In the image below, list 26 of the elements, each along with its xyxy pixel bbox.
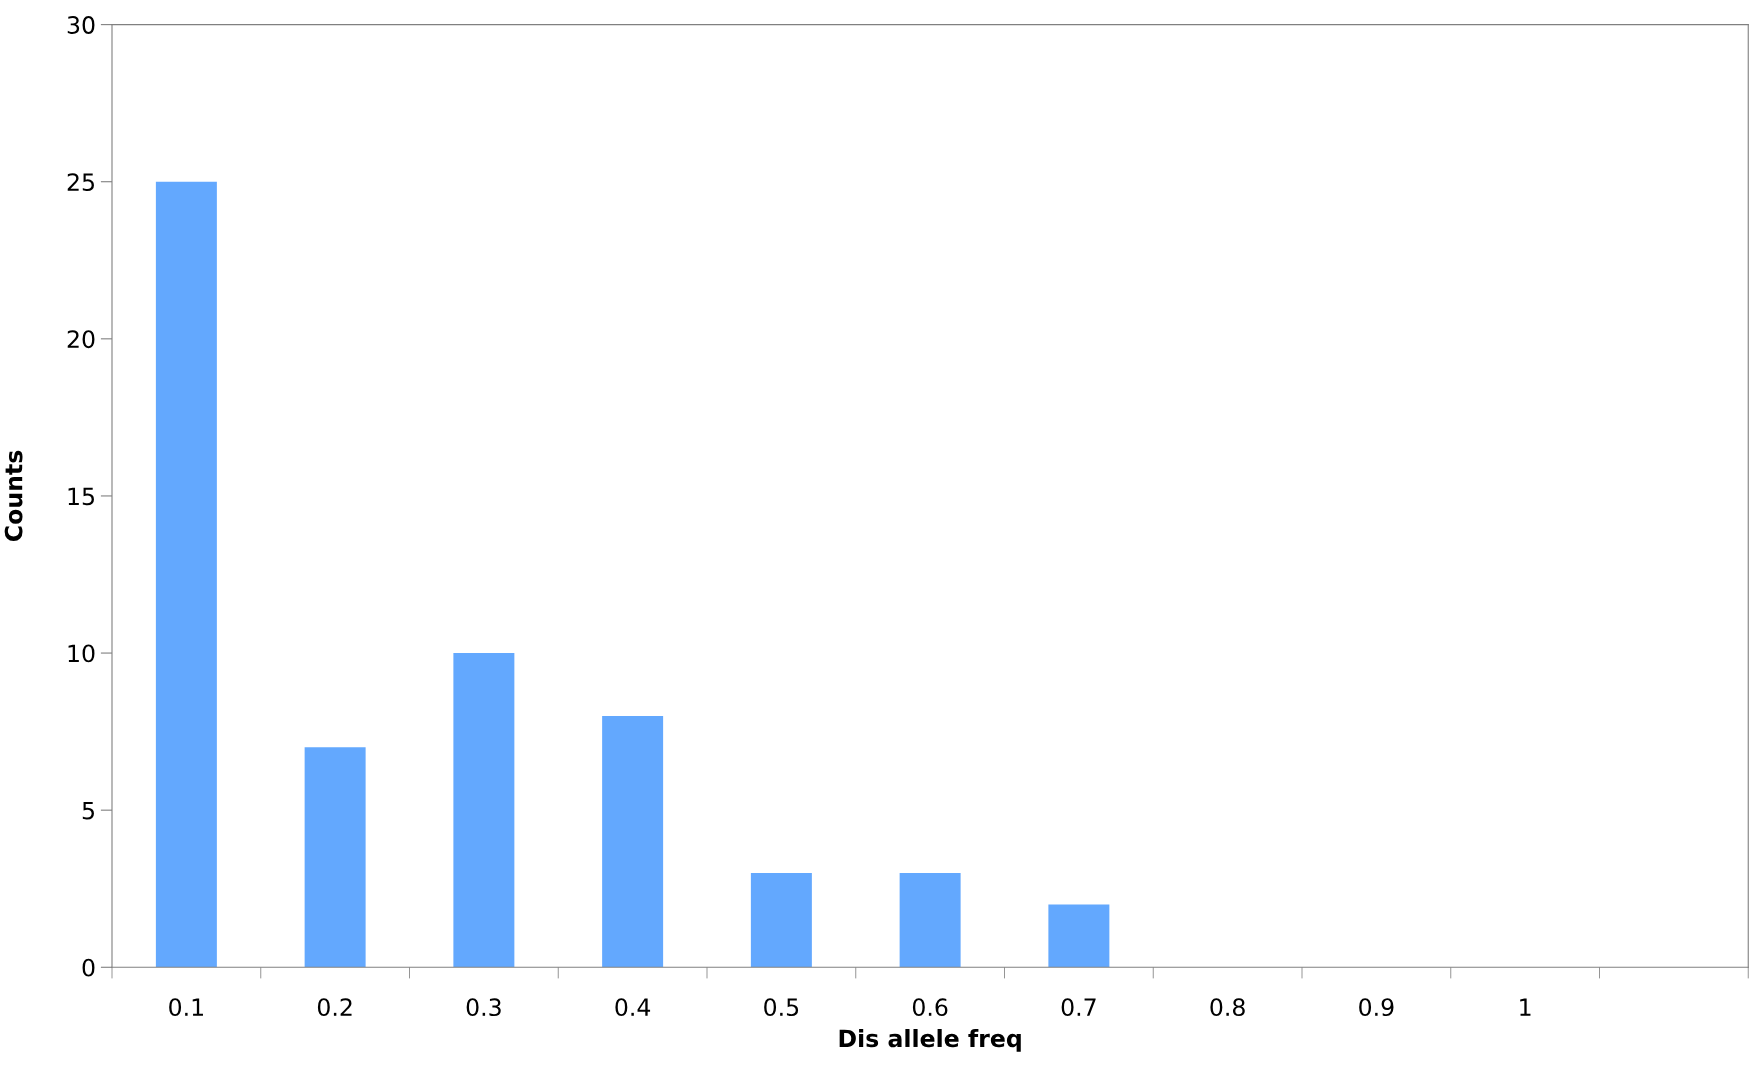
x-tick-label: 0.3 (466, 998, 501, 1017)
x-tick-label: 0.6 (912, 998, 948, 1017)
y-tick-label: 0 (82, 958, 95, 977)
bar (899, 873, 961, 968)
bar (304, 747, 366, 968)
bar (750, 873, 812, 968)
x-tick-label: 0.9 (1359, 998, 1394, 1017)
bar (602, 715, 664, 968)
x-axis-title: Dis allele freq (839, 1029, 1021, 1052)
y-tick-label: 10 (68, 644, 95, 663)
x-tick-label: 0.7 (1061, 998, 1096, 1017)
y-tick-label: 25 (67, 173, 94, 192)
x-tick-label: 0.4 (615, 998, 651, 1017)
x-tick-label: 0.8 (1210, 998, 1245, 1017)
x-tick-label: 0.1 (169, 998, 203, 1017)
bar (155, 181, 217, 968)
y-tick-label: 30 (67, 16, 95, 34)
bar (1048, 904, 1110, 968)
bar (453, 653, 515, 968)
x-tick-label: 1 (1520, 998, 1531, 1016)
x-tick-label: 0.5 (764, 998, 799, 1017)
y-axis-title: Counts (4, 450, 23, 542)
y-tick-label: 20 (67, 330, 95, 349)
x-tick-label: 0.2 (317, 998, 352, 1017)
y-tick-label: 15 (68, 487, 94, 506)
y-tick-label: 5 (82, 801, 94, 820)
